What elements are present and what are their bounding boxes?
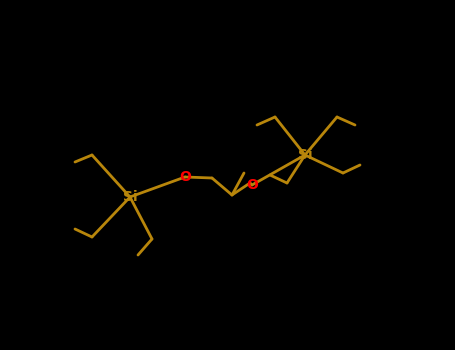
Text: O: O: [246, 178, 258, 192]
Text: Si: Si: [298, 148, 312, 162]
Text: Si: Si: [123, 190, 137, 204]
Text: O: O: [179, 170, 191, 184]
